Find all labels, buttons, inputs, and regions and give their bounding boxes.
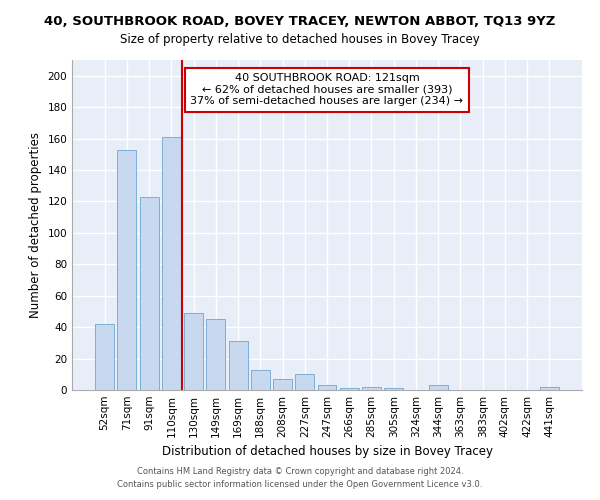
Text: 40, SOUTHBROOK ROAD, BOVEY TRACEY, NEWTON ABBOT, TQ13 9YZ: 40, SOUTHBROOK ROAD, BOVEY TRACEY, NEWTO… bbox=[44, 15, 556, 28]
Bar bbox=[95, 324, 114, 390]
Text: 40 SOUTHBROOK ROAD: 121sqm
← 62% of detached houses are smaller (393)
37% of sem: 40 SOUTHBROOK ROAD: 121sqm ← 62% of deta… bbox=[191, 73, 464, 106]
Bar bbox=[429, 386, 448, 390]
X-axis label: Distribution of detached houses by size in Bovey Tracey: Distribution of detached houses by size … bbox=[161, 446, 493, 458]
Bar bbox=[118, 150, 136, 390]
Bar bbox=[140, 196, 158, 390]
Bar bbox=[273, 379, 292, 390]
Bar bbox=[362, 387, 381, 390]
Text: Size of property relative to detached houses in Bovey Tracey: Size of property relative to detached ho… bbox=[120, 32, 480, 46]
Bar bbox=[340, 388, 359, 390]
Bar bbox=[540, 387, 559, 390]
Bar bbox=[384, 388, 403, 390]
Bar bbox=[317, 386, 337, 390]
Bar bbox=[229, 342, 248, 390]
Bar bbox=[206, 320, 225, 390]
Text: Contains HM Land Registry data © Crown copyright and database right 2024.
Contai: Contains HM Land Registry data © Crown c… bbox=[118, 467, 482, 489]
Bar bbox=[251, 370, 270, 390]
Bar bbox=[295, 374, 314, 390]
Y-axis label: Number of detached properties: Number of detached properties bbox=[29, 132, 42, 318]
Bar bbox=[162, 137, 181, 390]
Bar bbox=[184, 313, 203, 390]
